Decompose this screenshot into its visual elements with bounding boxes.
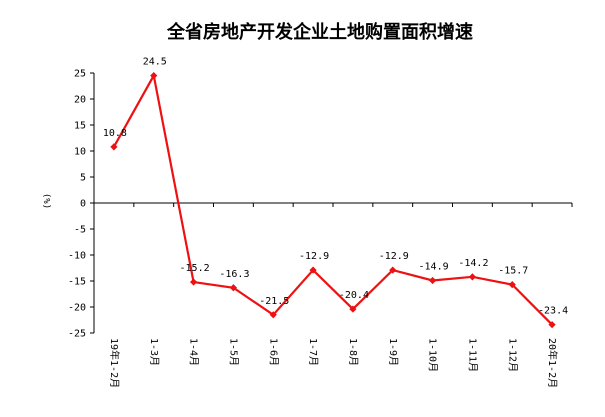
y-tick-label: -5 bbox=[74, 225, 86, 236]
x-tick-label: 1-10月 bbox=[427, 338, 439, 372]
y-tick-label: 5 bbox=[80, 173, 86, 184]
data-label: -15.7 bbox=[498, 266, 528, 277]
chart-title: 全省房地产开发企业土地购置面积增速 bbox=[167, 22, 473, 43]
x-tick-label: 20年1-2月 bbox=[546, 338, 559, 388]
data-label: -14.9 bbox=[419, 261, 449, 272]
data-point bbox=[389, 266, 397, 274]
data-label: -15.2 bbox=[180, 263, 210, 274]
y-tick-label: 10 bbox=[74, 147, 86, 158]
y-tick-label: 0 bbox=[80, 199, 86, 210]
data-point bbox=[428, 276, 437, 285]
data-label: -12.9 bbox=[379, 251, 409, 262]
x-tick-label: 1-11月 bbox=[466, 338, 478, 372]
y-tick-label: 15 bbox=[74, 121, 86, 132]
data-point bbox=[309, 266, 317, 274]
x-tick-label: 1-7月 bbox=[307, 338, 319, 366]
x-tick-label: 1-5月 bbox=[227, 338, 239, 366]
data-point bbox=[189, 278, 198, 286]
y-tick-label: -20 bbox=[68, 303, 86, 314]
y-tick-label: -15 bbox=[68, 277, 86, 288]
data-point bbox=[548, 321, 556, 329]
data-point bbox=[229, 284, 238, 292]
x-tick-label: 1-6月 bbox=[267, 338, 279, 366]
x-axis-ticks: 19年1-2月 1-3月 1-4月 1-5月 1-6月 1-7月 1-8月 1-9月 1-10月… bbox=[93, 203, 573, 388]
data-point bbox=[349, 305, 357, 313]
y-tick-label: -25 bbox=[68, 329, 86, 340]
x-tick-label: 19年1-2月 bbox=[108, 338, 121, 388]
y-axis-label: (%) bbox=[41, 193, 51, 209]
data-label: 10.8 bbox=[103, 128, 127, 139]
x-tick-label: 1-3月 bbox=[148, 338, 160, 366]
data-point bbox=[508, 281, 516, 289]
y-tick-label: -10 bbox=[68, 251, 86, 262]
data-labels: 10.8 24.5 -15.2 -16.3 -21.5 -12.9 -20.4 -12.9 -1… bbox=[103, 57, 568, 317]
y-axis-ticks: 25 20 15 10 5 0 -5 -10 -15 -20 -25 bbox=[68, 69, 94, 340]
y-tick-label: 25 bbox=[74, 69, 86, 80]
series-line bbox=[112, 72, 553, 326]
data-point bbox=[269, 311, 277, 319]
x-tick-label: 1-9月 bbox=[387, 338, 399, 366]
data-label: -21.5 bbox=[259, 296, 289, 307]
data-point bbox=[150, 72, 158, 80]
series-group bbox=[110, 72, 556, 329]
data-label: -12.9 bbox=[299, 251, 329, 262]
data-label: -14.2 bbox=[458, 258, 488, 269]
x-tick-label: 1-12月 bbox=[506, 338, 518, 372]
data-label: -23.4 bbox=[538, 306, 568, 317]
data-point bbox=[110, 143, 118, 151]
data-point bbox=[468, 273, 477, 281]
data-label: 24.5 bbox=[143, 57, 167, 68]
data-label: -16.3 bbox=[219, 269, 249, 280]
data-label: -20.4 bbox=[339, 290, 369, 301]
x-tick-label: 1-4月 bbox=[188, 338, 200, 366]
y-tick-label: 20 bbox=[74, 95, 86, 106]
x-tick-label: 1-8月 bbox=[347, 338, 359, 366]
